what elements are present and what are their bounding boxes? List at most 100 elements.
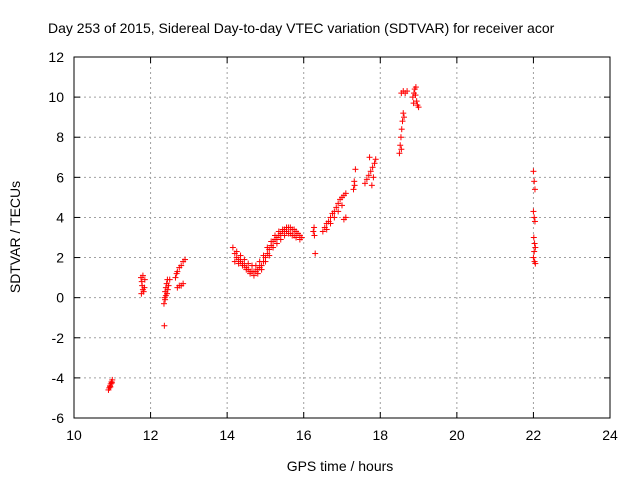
data-point: [530, 208, 537, 215]
data-point: [291, 232, 298, 239]
x-tick-label: 14: [219, 427, 235, 443]
data-point: [139, 272, 146, 279]
x-tick-label: 18: [372, 427, 388, 443]
data-point: [323, 226, 330, 233]
data-point: [247, 270, 254, 277]
data-point: [252, 262, 259, 269]
y-tick-label: -6: [52, 410, 65, 426]
y-tick-label: 10: [48, 89, 64, 105]
data-point: [531, 214, 538, 221]
data-point: [531, 240, 538, 247]
data-point: [254, 270, 261, 277]
data-point: [532, 244, 539, 251]
data-point: [241, 256, 248, 263]
y-tick-label: 4: [56, 209, 64, 225]
data-point: [333, 204, 340, 211]
data-point: [237, 252, 244, 259]
data-point: [273, 240, 280, 247]
data-point: [530, 168, 537, 175]
data-point: [233, 248, 240, 255]
data-point: [262, 258, 269, 265]
chart-title: Day 253 of 2015, Sidereal Day-to-day VTE…: [48, 20, 555, 36]
data-point: [239, 262, 246, 269]
data-point: [162, 296, 169, 303]
data-point: [164, 290, 171, 297]
data-point: [361, 180, 368, 187]
data-point: [342, 190, 349, 197]
data-point: [160, 300, 167, 307]
data-point: [312, 250, 319, 257]
data-point: [250, 272, 257, 279]
data-point: [281, 232, 288, 239]
data-point: [371, 160, 378, 167]
data-point: [272, 232, 278, 239]
data-point: [415, 104, 422, 111]
data-point: [165, 282, 172, 289]
data-point: [410, 100, 417, 107]
data-point: [178, 262, 185, 269]
data-point: [531, 186, 538, 193]
data-point: [161, 322, 168, 329]
data-point: [279, 226, 286, 233]
data-point: [180, 280, 187, 287]
data-point: [260, 252, 267, 259]
data-point: [531, 178, 538, 185]
data-point: [370, 174, 377, 181]
data-point: [138, 290, 145, 297]
data-point: [340, 216, 347, 223]
data-point: [311, 232, 318, 239]
data-point: [266, 252, 273, 259]
data-point: [339, 202, 345, 209]
data-point: [331, 214, 338, 221]
data-point: [319, 228, 326, 235]
data-point: [335, 208, 342, 215]
data-point: [275, 228, 282, 235]
y-tick-label: 8: [56, 129, 64, 145]
data-point: [256, 258, 263, 265]
data-point: [258, 266, 265, 273]
data-point: [365, 172, 372, 179]
x-tick-label: 20: [449, 427, 465, 443]
data-point: [352, 166, 359, 173]
data-point: [141, 284, 148, 291]
y-tick-label: 0: [56, 290, 64, 306]
x-tick-label: 16: [296, 427, 312, 443]
data-point: [372, 156, 379, 163]
x-tick-label: 10: [66, 427, 82, 443]
data-point: [531, 248, 538, 255]
data-point: [235, 260, 242, 267]
plot-frame: [73, 56, 611, 419]
data-point: [369, 164, 376, 171]
data-point: [350, 186, 357, 193]
data-point: [398, 146, 405, 153]
data-point: [366, 154, 373, 161]
data-point: [400, 110, 407, 117]
data-point: [172, 274, 179, 281]
x-tick-label: 22: [526, 427, 542, 443]
data-point: [327, 220, 334, 227]
y-tick-label: -2: [52, 330, 65, 346]
data-point: [401, 114, 408, 121]
data-point: [107, 383, 114, 390]
data-point: [397, 142, 404, 149]
data-point: [141, 276, 148, 283]
data-point: [245, 260, 252, 267]
x-tick-label: 24: [602, 427, 618, 443]
y-tick-label: 12: [48, 49, 64, 65]
data-point: [398, 126, 405, 133]
data-point: [413, 98, 420, 105]
data-point: [532, 260, 539, 267]
data-point: [166, 276, 173, 283]
data-point: [412, 84, 419, 91]
data-point: [530, 234, 537, 241]
y-tick-label: 2: [56, 250, 64, 266]
y-tick-label: -4: [52, 370, 65, 386]
data-point: [397, 134, 404, 141]
data-point: [363, 176, 370, 183]
x-tick-label: 12: [143, 427, 159, 443]
data-point: [351, 182, 358, 189]
data-point: [368, 182, 375, 189]
